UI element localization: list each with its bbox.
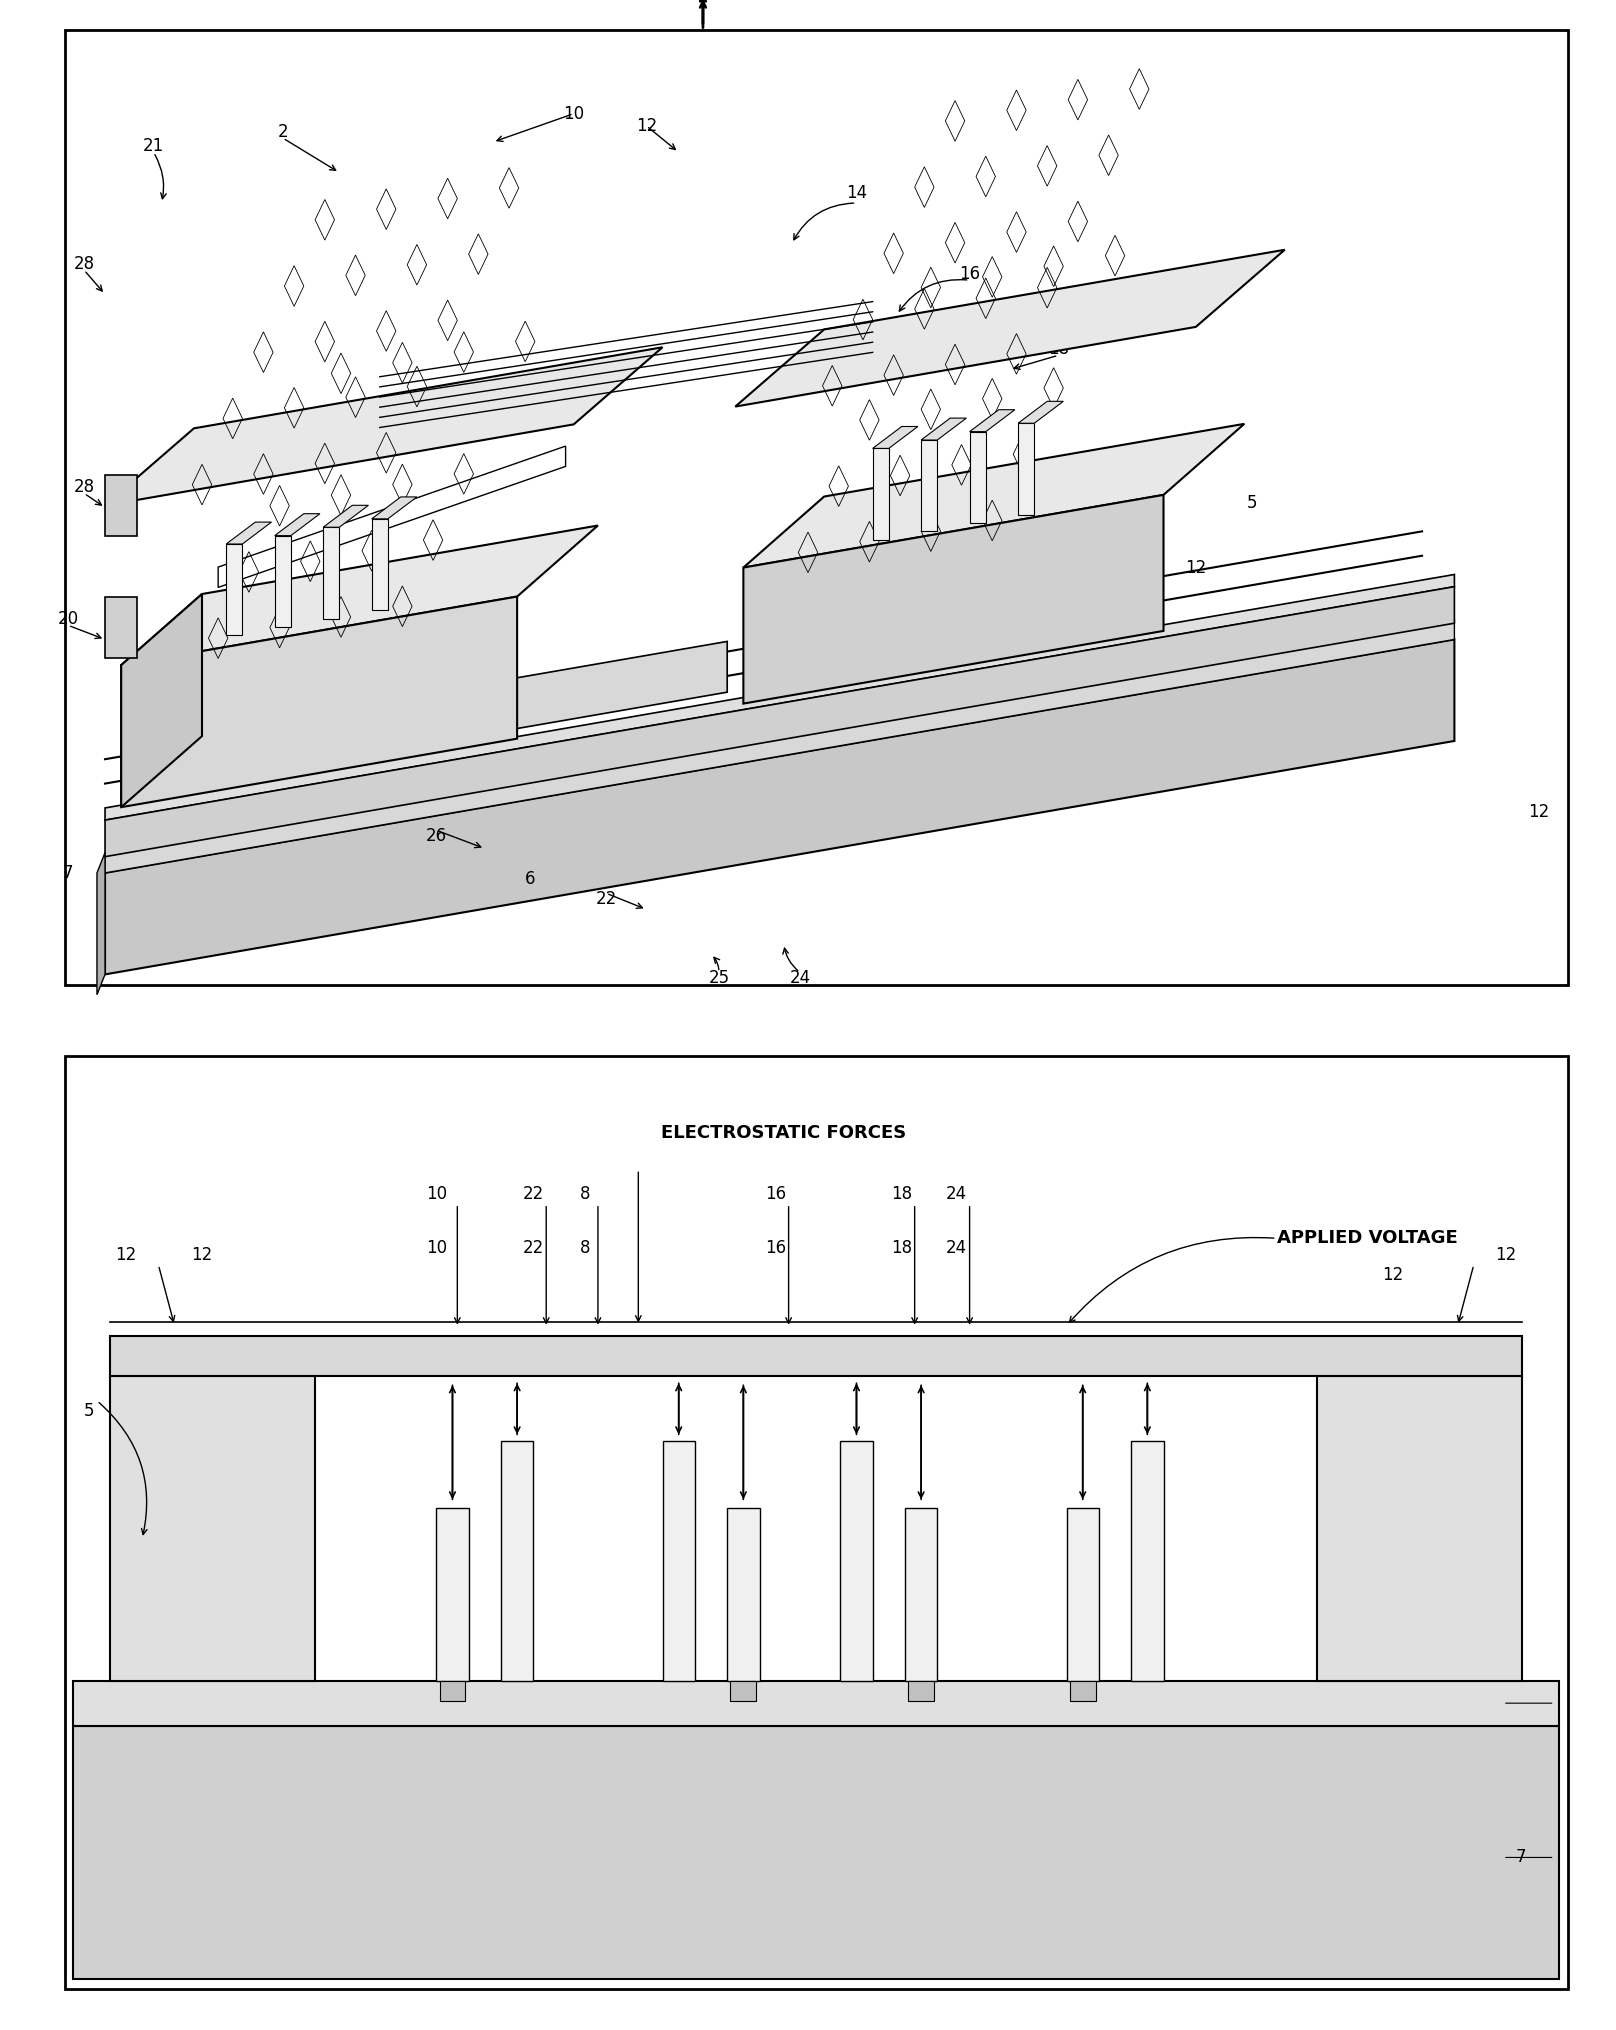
Text: 26: 26 [425,828,448,844]
Text: 5: 5 [84,1403,94,1419]
Polygon shape [735,250,1285,406]
Text: 24: 24 [789,970,811,987]
Text: 12: 12 [1527,804,1550,820]
Polygon shape [905,1508,937,1681]
Text: 21: 21 [142,138,165,154]
Polygon shape [727,1508,760,1681]
Polygon shape [110,1376,315,1681]
Polygon shape [105,347,663,505]
Polygon shape [323,528,339,619]
Text: 24: 24 [945,1186,968,1202]
Text: 16: 16 [764,1186,787,1202]
Polygon shape [1131,1441,1164,1681]
Polygon shape [323,505,368,528]
Polygon shape [105,597,137,658]
Polygon shape [226,544,242,635]
Polygon shape [226,522,271,544]
Polygon shape [743,495,1164,704]
Text: 24: 24 [945,1240,968,1257]
Text: 10: 10 [425,1186,448,1202]
Text: 12: 12 [1185,560,1207,577]
Text: 16: 16 [958,266,981,282]
Polygon shape [65,1056,1568,1989]
Text: 18: 18 [890,1186,913,1202]
Polygon shape [105,619,1454,873]
Text: 12: 12 [1495,1246,1517,1263]
Text: 25: 25 [708,970,730,987]
Polygon shape [275,536,291,627]
Text: 12: 12 [635,118,658,134]
Polygon shape [1018,402,1063,422]
Text: 4: 4 [1159,459,1168,475]
Polygon shape [372,497,417,520]
Text: 18: 18 [890,1240,913,1257]
Polygon shape [275,514,320,536]
Polygon shape [663,1441,695,1681]
Text: 5: 5 [1248,495,1257,512]
Polygon shape [1317,1376,1522,1681]
Polygon shape [970,432,986,524]
Polygon shape [105,475,137,536]
Polygon shape [121,595,202,808]
Polygon shape [873,426,918,449]
Text: 12: 12 [1382,1267,1404,1283]
Text: 28: 28 [73,479,95,495]
Polygon shape [501,1441,533,1681]
Text: 10: 10 [425,1240,448,1257]
Polygon shape [105,639,1454,974]
Polygon shape [97,853,105,995]
Polygon shape [65,30,1568,985]
Polygon shape [110,1336,1522,1376]
Text: 22: 22 [522,1240,545,1257]
Polygon shape [970,410,1015,432]
Polygon shape [1018,422,1034,514]
Text: 12: 12 [191,1246,213,1263]
Polygon shape [1070,1681,1096,1701]
Polygon shape [121,597,517,808]
Text: 6: 6 [525,871,535,887]
Text: 7: 7 [1516,1849,1526,1866]
Polygon shape [436,1508,469,1681]
Text: 2: 2 [278,124,288,140]
Text: APPLIED VOLTAGE: APPLIED VOLTAGE [1277,1230,1458,1246]
Polygon shape [73,1726,1559,1979]
Text: 20: 20 [1516,1695,1537,1711]
Text: ELECTROSTATIC FORCES: ELECTROSTATIC FORCES [661,1125,907,1141]
Polygon shape [440,1681,465,1701]
Polygon shape [1067,1508,1099,1681]
Text: 12: 12 [115,1246,137,1263]
Text: 18: 18 [1047,341,1070,357]
Text: 8: 8 [580,1240,590,1257]
Text: 22: 22 [522,1186,545,1202]
Polygon shape [372,520,388,611]
Text: 4: 4 [1078,292,1088,309]
Text: 7: 7 [63,865,73,881]
Text: 8: 8 [580,1186,590,1202]
Polygon shape [105,587,1454,857]
Polygon shape [730,1681,756,1701]
Polygon shape [105,574,1454,820]
Text: 14: 14 [845,185,868,201]
Polygon shape [908,1681,934,1701]
Polygon shape [73,1681,1559,1726]
Polygon shape [873,449,889,540]
Polygon shape [921,418,966,441]
Text: 28: 28 [73,256,95,272]
Polygon shape [121,526,598,666]
Polygon shape [420,641,727,745]
Polygon shape [743,424,1244,568]
Polygon shape [921,441,937,532]
Text: 20: 20 [57,611,79,627]
Text: 16: 16 [764,1240,787,1257]
Text: 22: 22 [595,891,617,907]
Text: 10: 10 [562,106,585,122]
Polygon shape [840,1441,873,1681]
